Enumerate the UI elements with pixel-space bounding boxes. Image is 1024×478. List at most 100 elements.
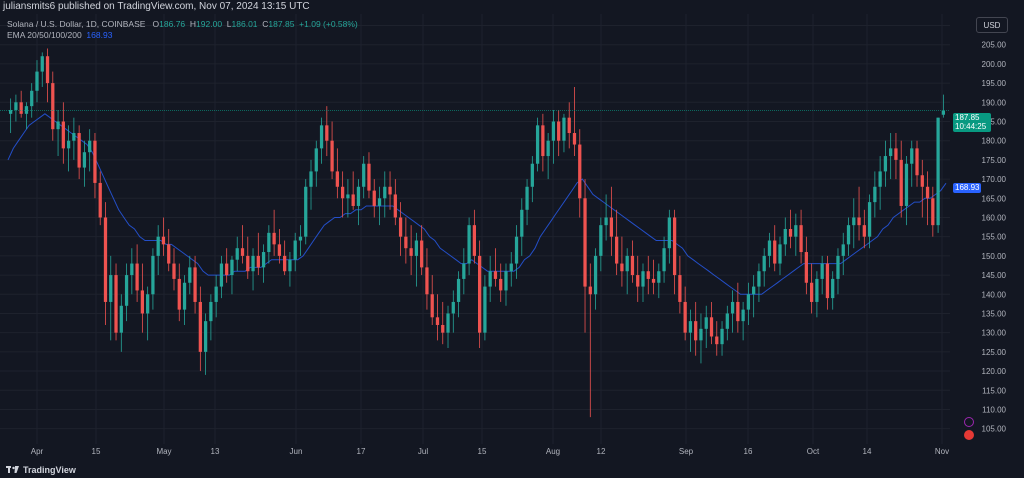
candle-body <box>451 301 455 314</box>
candle <box>314 140 318 187</box>
candle-body <box>651 278 656 283</box>
price-tick-label: 125.00 <box>982 348 1007 357</box>
candle-body <box>340 186 345 199</box>
candle <box>114 263 118 341</box>
candle <box>377 186 382 226</box>
candle <box>941 94 945 118</box>
candle <box>578 129 582 218</box>
candle-body <box>388 186 392 195</box>
candle <box>77 125 81 180</box>
ema-label[interactable]: EMA 20/50/100/200 <box>7 30 82 40</box>
close-value: 187.85 <box>268 19 295 29</box>
candle <box>794 213 798 256</box>
candle <box>867 194 872 249</box>
open-label: O <box>152 19 160 29</box>
candle-body <box>535 125 540 164</box>
publish-header: juliansmits6 published on TradingView.co… <box>0 0 1024 13</box>
candle-body <box>694 321 698 341</box>
candle-body <box>356 186 361 206</box>
time-tick-label: Nov <box>935 447 949 456</box>
candle-body <box>225 263 229 276</box>
candle <box>9 98 13 134</box>
candle <box>499 263 503 302</box>
time-tick-label: 15 <box>92 447 101 456</box>
candle <box>66 125 71 172</box>
symbol-name[interactable]: Solana / U.S. Dollar, 1D, COINBASE <box>7 19 146 29</box>
candle-body <box>709 317 714 337</box>
candle-body <box>167 244 171 264</box>
candle <box>625 248 629 295</box>
time-tick-label: 13 <box>211 447 220 456</box>
theme-icon[interactable] <box>964 417 974 427</box>
candle <box>657 263 661 299</box>
candle-body <box>9 109 13 114</box>
candle-body <box>161 236 166 245</box>
indicator-legend[interactable]: EMA 20/50/100/200 168.93 <box>7 30 112 41</box>
candle-body <box>45 56 50 84</box>
candle <box>309 159 313 210</box>
candle-body <box>377 198 382 206</box>
candle-body <box>804 252 808 283</box>
candle-body <box>209 301 213 322</box>
candle <box>483 275 487 341</box>
candle <box>356 179 361 226</box>
price-tick-label: 140.00 <box>982 290 1007 299</box>
candle-body <box>867 202 872 237</box>
price-axis[interactable]: 105.00 110.00 115.00 120.00 125.00 130.00 135.… <box>950 0 1024 463</box>
candle-body <box>630 255 635 276</box>
candle <box>414 232 419 287</box>
price-tick-label: 205.00 <box>982 41 1007 50</box>
tradingview-logo[interactable]: TradingView <box>6 465 76 475</box>
time-tick-label: 15 <box>478 447 487 456</box>
candle <box>35 60 39 103</box>
price-tick-label: 175.00 <box>982 156 1007 165</box>
candle <box>235 236 239 272</box>
candle <box>346 179 350 218</box>
price-tick-label: 110.00 <box>982 405 1006 414</box>
symbol-legend[interactable]: Solana / U.S. Dollar, 1D, COINBASE O186.… <box>7 19 358 30</box>
candle-body <box>704 317 708 329</box>
price-tick-label: 155.00 <box>982 233 1007 242</box>
time-axis[interactable]: Apr 15 May 13 Jun 17 Jul 15 Aug 12 Sep 16 Oct 14 Nov <box>31 447 949 456</box>
time-tick-label: Sep <box>679 447 694 456</box>
candle-body <box>214 286 218 302</box>
candle-body <box>446 313 450 333</box>
candle-body <box>40 56 44 72</box>
candle-body <box>351 194 355 206</box>
candle <box>504 263 508 306</box>
candle <box>451 290 455 333</box>
candle-body <box>609 217 614 237</box>
candle-body <box>757 271 761 287</box>
candle <box>40 52 44 87</box>
candle-body <box>409 248 413 256</box>
candle-body <box>140 290 145 314</box>
candle <box>752 275 756 318</box>
candle-body <box>499 278 503 291</box>
candle <box>14 94 18 122</box>
candle-body <box>66 140 71 149</box>
candle-body <box>467 225 471 264</box>
candle <box>541 113 545 172</box>
candle <box>256 232 260 276</box>
price-tick-label: 195.00 <box>982 79 1007 88</box>
candle <box>478 240 482 349</box>
us-flag-icon[interactable] <box>964 430 974 440</box>
candle-body <box>103 217 108 302</box>
candle-body <box>383 186 387 199</box>
candle-body <box>857 217 861 226</box>
candle-body <box>910 148 914 164</box>
candle <box>514 225 519 279</box>
candle-body <box>562 117 566 141</box>
candle-body <box>193 267 197 302</box>
candle <box>230 255 234 295</box>
candle-body <box>920 175 924 187</box>
candle <box>520 198 524 256</box>
candle-body <box>414 240 419 256</box>
currency-button[interactable]: USD <box>976 17 1008 33</box>
candle-body <box>72 133 76 141</box>
candle <box>472 209 476 264</box>
candle <box>272 209 276 256</box>
candle-body <box>14 102 18 110</box>
candle <box>182 275 187 325</box>
